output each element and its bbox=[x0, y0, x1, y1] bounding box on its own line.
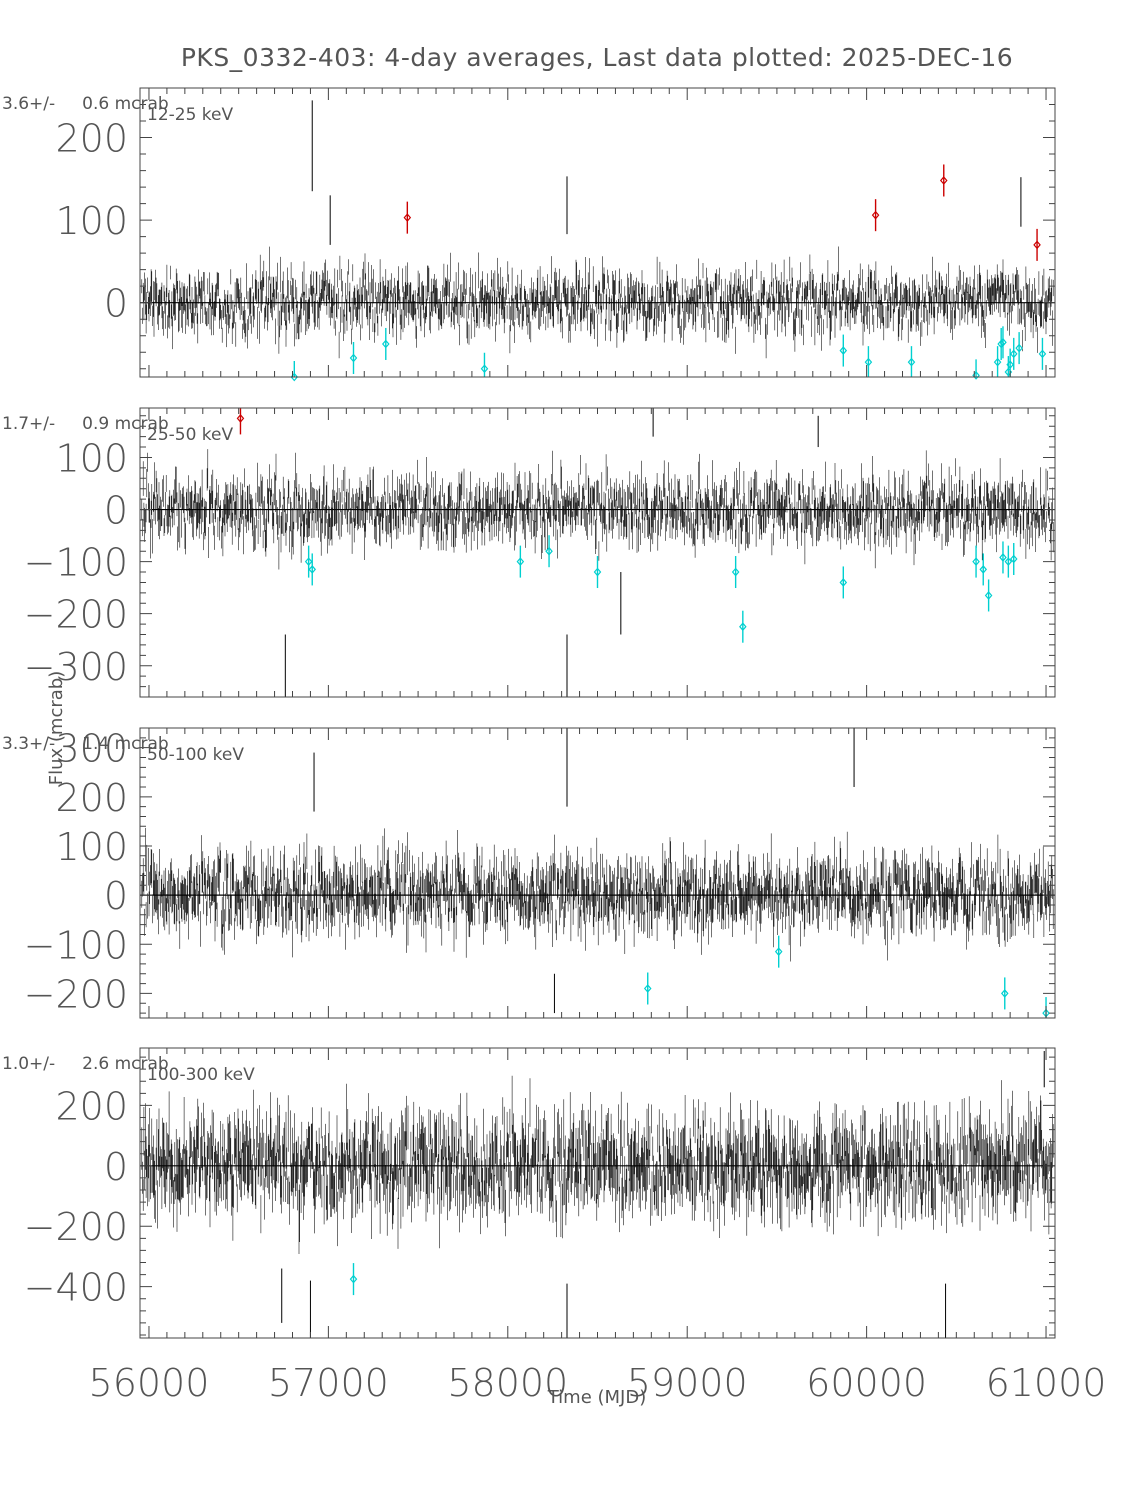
panel-frame bbox=[139, 407, 1056, 698]
x-tick-label: 57000 bbox=[268, 1361, 389, 1405]
low-point bbox=[839, 566, 848, 599]
low-point bbox=[516, 545, 525, 578]
low-point bbox=[349, 342, 358, 375]
y-tick-label: 200 bbox=[55, 776, 128, 820]
low-point bbox=[304, 545, 313, 578]
low-point bbox=[999, 326, 1007, 359]
chart-title: PKS_0332-403: 4-day averages, Last data … bbox=[181, 43, 1013, 72]
panel-band-label: 100-300 keV bbox=[147, 1065, 255, 1085]
y-tick-label: 0 bbox=[104, 874, 128, 918]
x-axis-label: Time (MJD) bbox=[547, 1387, 647, 1408]
low-point bbox=[1038, 337, 1047, 370]
low-point bbox=[545, 535, 553, 568]
low-point bbox=[593, 556, 602, 589]
panel-stat-label: 3.3+/- 1.4 mcrab bbox=[2, 734, 169, 754]
x-tick-label: 60000 bbox=[806, 1361, 927, 1405]
y-axis-label: Flux (mcrab) bbox=[46, 671, 67, 785]
y-tick-label: 0 bbox=[104, 282, 128, 326]
low-point bbox=[349, 1263, 358, 1296]
low-point bbox=[382, 327, 390, 360]
y-tick-label: 300 bbox=[55, 727, 128, 771]
low-point bbox=[739, 610, 747, 643]
low-point bbox=[774, 935, 783, 968]
high-point bbox=[939, 164, 948, 197]
x-tick-label: 61000 bbox=[986, 1361, 1107, 1405]
y-tick-label: 100 bbox=[55, 436, 128, 480]
low-point bbox=[979, 553, 988, 586]
high-point bbox=[1033, 228, 1041, 261]
y-tick-label: −100 bbox=[24, 541, 128, 585]
y-tick-label: 200 bbox=[55, 117, 128, 161]
y-tick-label: −200 bbox=[24, 1205, 128, 1249]
low-point bbox=[1015, 332, 1023, 365]
low-point bbox=[643, 972, 652, 1005]
panel-stat-label: 3.6+/- 0.6 mcrab bbox=[2, 94, 169, 114]
low-point bbox=[308, 553, 317, 586]
low-point bbox=[480, 352, 489, 377]
noise-error-bars bbox=[141, 1075, 1054, 1254]
noise-error-bars bbox=[141, 827, 1054, 962]
high-point bbox=[871, 199, 880, 232]
low-point bbox=[999, 541, 1007, 574]
panel-band-label: 25-50 keV bbox=[147, 425, 233, 445]
y-tick-label: −400 bbox=[24, 1266, 128, 1310]
y-tick-label: 100 bbox=[55, 199, 128, 243]
x-tick-label: 56000 bbox=[89, 1361, 210, 1405]
low-point bbox=[1004, 545, 1013, 578]
low-point bbox=[839, 334, 848, 367]
y-tick-label: −100 bbox=[24, 923, 128, 967]
low-point bbox=[290, 361, 299, 382]
y-tick-label: 200 bbox=[55, 1084, 128, 1128]
axis-ticks bbox=[140, 408, 1055, 698]
low-point bbox=[993, 346, 1002, 377]
low-point bbox=[907, 346, 916, 377]
x-tick-label: 58000 bbox=[447, 1361, 568, 1405]
x-tick-label: 59000 bbox=[627, 1361, 748, 1405]
low-point bbox=[1009, 543, 1018, 576]
axis-ticks bbox=[140, 87, 1055, 377]
panel-band-label: 50-100 keV bbox=[147, 745, 244, 765]
y-tick-label: 0 bbox=[104, 489, 128, 533]
panel-stat-label: 1.0+/- 2.6 mcrab bbox=[2, 1054, 169, 1074]
low-point bbox=[731, 556, 740, 589]
panel-stat-label: 1.7+/- 0.9 mcrab bbox=[2, 414, 169, 434]
axis-ticks bbox=[140, 727, 1055, 1018]
low-point bbox=[1009, 337, 1018, 370]
low-point bbox=[972, 545, 980, 578]
high-point bbox=[403, 201, 412, 234]
y-tick-label: −200 bbox=[24, 972, 128, 1016]
high-point bbox=[236, 408, 245, 435]
low-point bbox=[984, 579, 993, 612]
low-point bbox=[864, 346, 873, 377]
axis-ticks bbox=[140, 1048, 1055, 1338]
x-tick-labels: 56000 57000 58000 59000 60000 61000 bbox=[89, 1361, 1107, 1405]
panel-band-label: 12-25 keV bbox=[147, 105, 233, 125]
y-tick-label: −300 bbox=[24, 645, 128, 689]
low-point bbox=[1000, 977, 1009, 1010]
y-tick-label: 0 bbox=[104, 1145, 128, 1189]
y-tick-label: 100 bbox=[55, 825, 128, 869]
y-tick-label: −200 bbox=[24, 593, 128, 637]
